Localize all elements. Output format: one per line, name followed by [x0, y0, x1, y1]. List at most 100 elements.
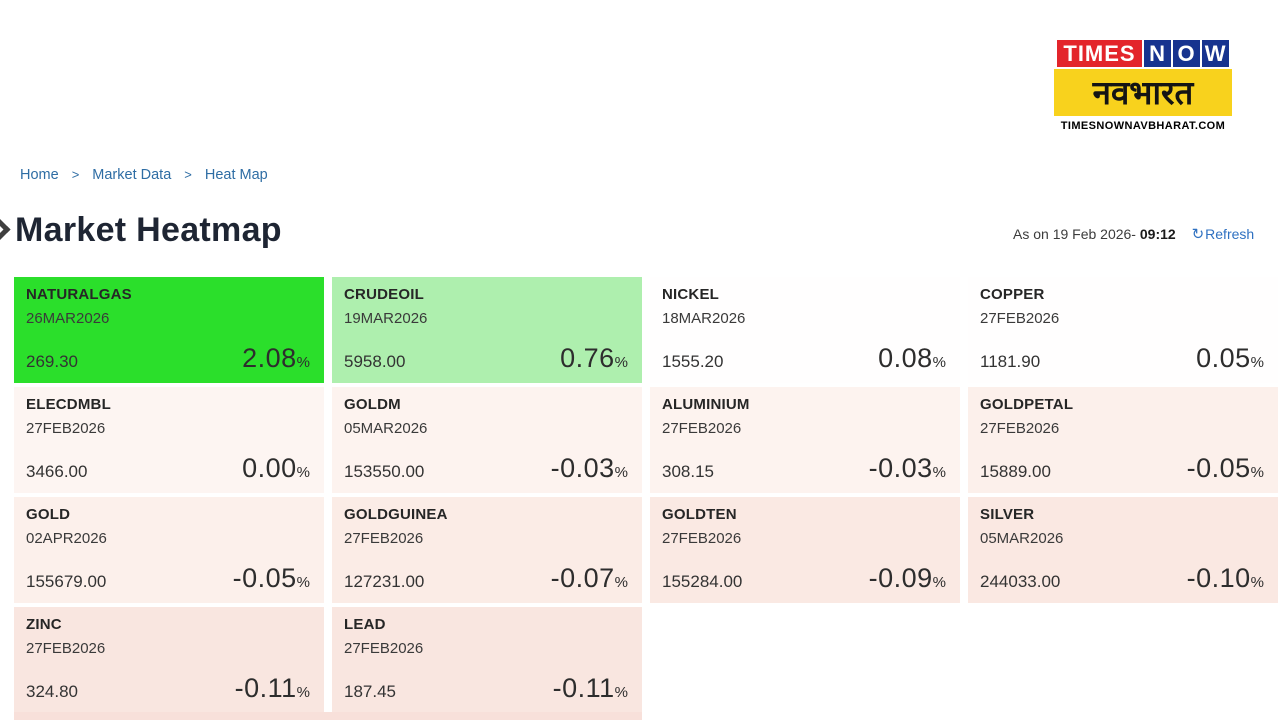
- tile-change-percent: 0.05%: [1196, 343, 1264, 373]
- heatmap-tile[interactable]: NICKEL 18MAR2026 1555.20 0.08%: [650, 277, 960, 383]
- tile-bottom-row: 324.80 -0.11%: [26, 673, 310, 704]
- logo-now-letter-w: W: [1201, 40, 1229, 67]
- tile-expiry-date: 05MAR2026: [344, 420, 428, 437]
- heatmap-tile[interactable]: ZINC 27FEB2026 324.80 -0.11%: [14, 607, 324, 713]
- percent-sign: %: [614, 354, 628, 371]
- tile-price: 187.45: [344, 682, 396, 701]
- heatmap-tile[interactable]: GOLDTEN 27FEB2026 155284.00 -0.09%: [650, 497, 960, 603]
- heatmap-tile[interactable]: GOLD 02APR2026 155679.00 -0.05%: [14, 497, 324, 603]
- logo-site-url: TIMESNOWNAVBHARAT.COM: [1060, 120, 1226, 132]
- tile-bottom-row: 155284.00 -0.09%: [662, 563, 946, 594]
- heatmap-tile[interactable]: GOLDGUINEA 27FEB2026 127231.00 -0.07%: [332, 497, 642, 603]
- tile-symbol: ELECDMBL: [26, 396, 111, 413]
- tile-change-percent: -0.11%: [234, 673, 310, 703]
- tile-expiry-date: 27FEB2026: [980, 420, 1060, 437]
- tile-change-percent: -0.09%: [868, 563, 946, 593]
- heatmap-tile[interactable]: LEAD 27FEB2026 187.45 -0.11%: [332, 607, 642, 713]
- tile-symbol: NATURALGAS: [26, 286, 132, 303]
- heatmap-tile[interactable]: ELECDMBL 27FEB2026 3466.00 0.00%: [14, 387, 324, 493]
- as-on-label: As on 19 Feb 2026-: [1013, 226, 1136, 242]
- heatmap-tile[interactable]: SILVER 05MAR2026 244033.00 -0.10%: [968, 497, 1278, 603]
- as-on-time: 09:12: [1139, 226, 1176, 242]
- tile-price: 155284.00: [662, 572, 743, 591]
- breadcrumb-heat-map[interactable]: Heat Map: [204, 167, 268, 183]
- tile-price: 127231.00: [344, 572, 425, 591]
- tile-bottom-row: 3466.00 0.00%: [26, 453, 310, 484]
- heatmap-tile[interactable]: COPPER 27FEB2026 1181.90 0.05%: [968, 277, 1278, 383]
- tile-expiry-date: 27FEB2026: [344, 640, 424, 657]
- percent-sign: %: [296, 354, 310, 371]
- tile-price: 324.80: [26, 682, 78, 701]
- refresh-icon: ↻: [1191, 226, 1205, 243]
- percent-sign: %: [932, 574, 946, 591]
- tile-change-percent: -0.10%: [1186, 563, 1264, 593]
- logo-top-row: TIMES N O W: [1054, 40, 1232, 67]
- tile-bottom-row: 127231.00 -0.07%: [344, 563, 628, 594]
- tile-expiry-date: 19MAR2026: [344, 310, 428, 327]
- percent-sign: %: [296, 574, 310, 591]
- percent-sign: %: [614, 464, 628, 481]
- breadcrumb-home[interactable]: Home: [20, 167, 59, 183]
- tile-change-percent: -0.03%: [868, 453, 946, 483]
- tile-price: 155679.00: [26, 572, 107, 591]
- heatmap-tile[interactable]: GOLDPETAL 27FEB2026 15889.00 -0.05%: [968, 387, 1278, 493]
- logo-now-letter-o: O: [1172, 40, 1200, 67]
- heatmap-tile[interactable]: NATURALGAS 26MAR2026 269.30 2.08%: [14, 277, 324, 383]
- percent-sign: %: [1250, 574, 1264, 591]
- tile-symbol: GOLDPETAL: [980, 396, 1074, 413]
- tile-price: 1555.20: [662, 352, 724, 371]
- breadcrumb-separator: >: [71, 167, 80, 182]
- heatmap-tile[interactable]: ALUMINIUM 27FEB2026 308.15 -0.03%: [650, 387, 960, 493]
- breadcrumb-market-data[interactable]: Market Data: [92, 167, 172, 183]
- logo-now-letter-n: N: [1143, 40, 1171, 67]
- tile-expiry-date: 27FEB2026: [662, 530, 742, 547]
- tile-symbol: GOLDM: [344, 396, 401, 413]
- tile-bottom-row: 1555.20 0.08%: [662, 343, 946, 374]
- tile-price: 1181.90: [980, 352, 1041, 371]
- tile-symbol: COPPER: [980, 286, 1045, 303]
- tile-bottom-row: 5958.00 0.76%: [344, 343, 628, 374]
- page-title: Market Heatmap: [15, 211, 282, 249]
- logo-navbharat-block: नवभारत: [1054, 69, 1232, 116]
- tile-bottom-row: 308.15 -0.03%: [662, 453, 946, 484]
- refresh-label: Refresh: [1205, 226, 1255, 242]
- tile-symbol: NICKEL: [662, 286, 720, 303]
- heatmap-tile[interactable]: CRUDEOIL 19MAR2026 5958.00 0.76%: [332, 277, 642, 383]
- tile-expiry-date: 27FEB2026: [662, 420, 742, 437]
- tile-price: 5958.00: [344, 352, 406, 371]
- tile-symbol: LEAD: [344, 616, 386, 633]
- tile-price: 153550.00: [344, 462, 425, 481]
- tile-symbol: GOLD: [26, 506, 71, 523]
- heatmap-tile[interactable]: GOLDM 05MAR2026 153550.00 -0.03%: [332, 387, 642, 493]
- tile-expiry-date: 27FEB2026: [26, 640, 106, 657]
- percent-sign: %: [614, 574, 628, 591]
- tile-symbol: CRUDEOIL: [344, 286, 424, 303]
- tile-bottom-row: 153550.00 -0.03%: [344, 453, 628, 484]
- percent-sign: %: [296, 464, 310, 481]
- tile-price: 308.15: [662, 462, 714, 481]
- tile-change-percent: -0.07%: [550, 563, 628, 593]
- tile-change-percent: -0.05%: [232, 563, 310, 593]
- tile-expiry-date: 18MAR2026: [662, 310, 746, 327]
- logo-times-block: TIMES: [1057, 40, 1142, 67]
- timesnow-navbharat-logo: TIMES N O W नवभारत TIMESNOWNAVBHARAT.COM: [1054, 40, 1232, 132]
- percent-sign: %: [1250, 354, 1264, 371]
- heatmap-grid: NATURALGAS 26MAR2026 269.30 2.08% CRUDEO…: [14, 277, 1278, 713]
- refresh-button[interactable]: ↻Refresh: [1191, 226, 1255, 243]
- tile-symbol: ALUMINIUM: [662, 396, 750, 413]
- tile-expiry-date: 26MAR2026: [26, 310, 110, 327]
- percent-sign: %: [1250, 464, 1264, 481]
- tile-change-percent: -0.05%: [1186, 453, 1264, 483]
- tile-symbol: GOLDTEN: [662, 506, 737, 523]
- tile-bottom-row: 155679.00 -0.05%: [26, 563, 310, 594]
- next-row-partial-tile: [14, 712, 642, 720]
- tile-expiry-date: 05MAR2026: [980, 530, 1064, 547]
- tile-bottom-row: 187.45 -0.11%: [344, 673, 628, 704]
- breadcrumb-separator: >: [184, 167, 192, 182]
- title-chevron-icon: [0, 217, 11, 242]
- tile-change-percent: 2.08%: [242, 343, 310, 373]
- tile-symbol: GOLDGUINEA: [344, 506, 448, 523]
- tile-price: 244033.00: [980, 572, 1061, 591]
- percent-sign: %: [932, 354, 946, 371]
- tile-change-percent: 0.08%: [878, 343, 946, 373]
